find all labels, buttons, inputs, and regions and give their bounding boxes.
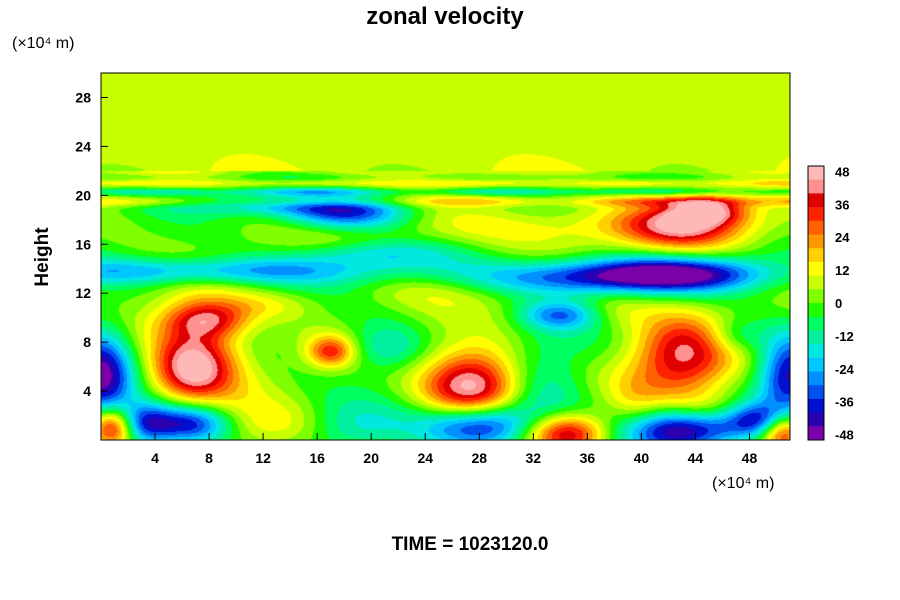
x-tick-label: 32	[526, 450, 542, 466]
x-tick-label: 20	[363, 450, 379, 466]
x-axis-ticks: 4 8 12 16 20 24 28 32 36 40 44 48	[151, 433, 757, 466]
x-tick-label: 36	[580, 450, 596, 466]
colorbar-swatch	[808, 207, 824, 222]
chart-title: zonal velocity	[366, 3, 524, 30]
colorbar-swatch	[808, 398, 824, 414]
colorbar-swatch	[808, 166, 824, 181]
colorbar-swatch	[808, 193, 824, 208]
time-footer: TIME = 1023120.0	[392, 534, 549, 555]
y-tick-label: 16	[75, 236, 91, 252]
colorbar-frame	[807, 165, 825, 441]
heatmap-area	[100, 72, 791, 441]
y-tick-label: 12	[75, 285, 91, 301]
y-tick-label: 24	[75, 138, 91, 154]
colorbar-tick-label: 24	[835, 230, 850, 245]
colorbar-swatch	[808, 261, 824, 277]
colorbar-tick-label: -24	[835, 362, 855, 377]
colorbar-tick-label: 0	[835, 296, 842, 311]
x-tick-label: 24	[417, 450, 433, 466]
colorbar-tick-label: 36	[835, 197, 849, 212]
colorbar-tick-label: -48	[835, 428, 854, 443]
x-tick-label: 40	[634, 450, 650, 466]
colorbar-swatch	[808, 220, 824, 235]
colorbar: 48 36 24 12 0 -12 -24 -36 -48	[807, 164, 855, 443]
colorbar-swatch	[808, 316, 824, 331]
colorbar-swatch	[808, 179, 824, 194]
y-unit-label: (×10⁴ m)	[12, 35, 74, 52]
colorbar-swatch	[808, 357, 824, 372]
colorbar-swatch	[808, 330, 824, 345]
colorbar-swatch	[808, 344, 824, 359]
y-tick-label: 28	[75, 89, 91, 105]
colorbar-swatch	[808, 426, 824, 441]
colorbar-swatch	[808, 275, 824, 290]
colorbar-swatch	[808, 248, 824, 263]
x-unit-label: (×10⁴ m)	[712, 475, 774, 492]
x-tick-label: 4	[151, 450, 159, 466]
y-axis-ticks: 4 8 12 16 20 24 28	[75, 89, 108, 399]
colorbar-tick-label: -36	[835, 395, 854, 410]
colorbar-swatch	[808, 412, 824, 427]
colorbar-tick-label: 48	[835, 164, 849, 179]
y-tick-label: 20	[75, 187, 91, 203]
colorbar-swatch	[808, 385, 824, 400]
x-tick-label: 44	[688, 450, 704, 466]
x-tick-label: 8	[205, 450, 213, 466]
colorbar-tick-label: -12	[835, 329, 854, 344]
colorbar-swatch	[808, 371, 824, 386]
x-tick-label: 16	[309, 450, 325, 466]
y-tick-label: 8	[83, 334, 91, 350]
colorbar-swatch	[808, 234, 824, 249]
x-tick-label: 12	[255, 450, 271, 466]
y-axis-label: Height	[32, 227, 53, 287]
x-tick-label: 28	[471, 450, 487, 466]
colorbar-tick-label: 12	[835, 263, 849, 278]
y-tick-label: 4	[83, 383, 91, 399]
x-tick-label: 48	[742, 450, 758, 466]
colorbar-swatch	[808, 289, 824, 304]
colorbar-swatch	[808, 303, 824, 318]
